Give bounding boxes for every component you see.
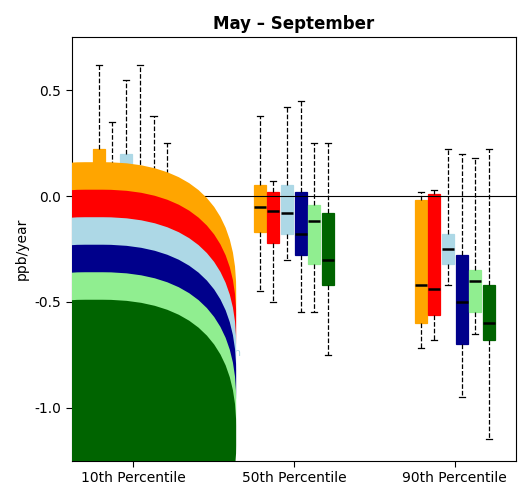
PathPatch shape <box>254 186 266 232</box>
PathPatch shape <box>322 213 334 285</box>
PathPatch shape <box>106 179 118 211</box>
PathPatch shape <box>429 194 440 314</box>
PathPatch shape <box>161 200 173 234</box>
PathPatch shape <box>148 177 159 213</box>
Text: CMAQ Suburban: CMAQ Suburban <box>109 375 201 385</box>
Title: May – September: May – September <box>213 15 374 33</box>
Y-axis label: ppb/year: ppb/year <box>15 218 29 280</box>
PathPatch shape <box>93 150 105 190</box>
FancyBboxPatch shape <box>0 190 236 462</box>
PathPatch shape <box>415 200 427 323</box>
PathPatch shape <box>483 285 495 340</box>
PathPatch shape <box>469 270 482 312</box>
FancyBboxPatch shape <box>0 272 236 500</box>
PathPatch shape <box>456 256 468 344</box>
PathPatch shape <box>281 186 293 234</box>
PathPatch shape <box>134 170 146 215</box>
Text: CMAQ Urban: CMAQ Urban <box>109 320 181 330</box>
PathPatch shape <box>442 234 454 264</box>
FancyBboxPatch shape <box>0 162 236 435</box>
PathPatch shape <box>295 192 307 256</box>
Text: Observations Suburban: Observations Suburban <box>109 348 241 358</box>
PathPatch shape <box>120 154 132 200</box>
Text: CMAQ Rural: CMAQ Rural <box>109 430 176 440</box>
FancyBboxPatch shape <box>0 244 236 500</box>
FancyBboxPatch shape <box>0 217 236 490</box>
Text: Observations Rural: Observations Rural <box>109 402 216 412</box>
Text: Observations Urban: Observations Urban <box>109 292 220 302</box>
FancyBboxPatch shape <box>0 300 236 500</box>
PathPatch shape <box>268 192 279 242</box>
PathPatch shape <box>309 204 321 264</box>
